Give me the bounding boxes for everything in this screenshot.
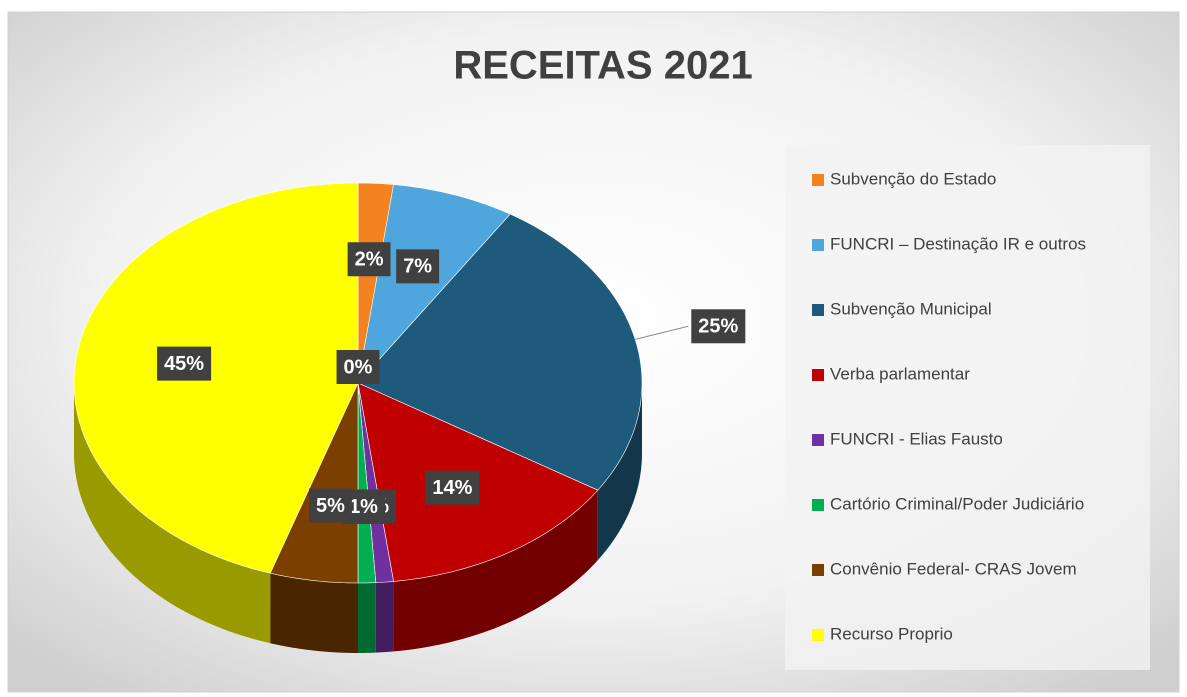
legend-label: Recurso Proprio [830,624,953,643]
legend-swatch [812,564,824,576]
chart-title: RECEITAS 2021 [453,44,752,88]
data-label: 25% [698,316,738,338]
data-label-box [157,346,212,381]
data-label: 45% [164,353,204,375]
legend-swatch [812,434,824,446]
legend-label: Cartório Criminal/Poder Judiciário [830,494,1084,513]
pie-slice-side [358,582,376,653]
legend-swatch [812,174,824,186]
pie-slice-side [375,581,394,653]
data-label: 14% [432,477,472,499]
legend-label: FUNCRI - Elias Fausto [830,429,1003,448]
data-label: 2% [355,249,384,271]
pie-slice [73,182,359,574]
pie-slice-side [270,573,358,653]
data-label-box [309,488,352,523]
data-label-box [425,470,480,505]
pie-slice-side [393,490,598,652]
legend-box [785,145,1150,670]
pie-slice [269,382,359,584]
data-label-box [336,350,380,384]
leader-line [635,325,689,340]
data-label: 1% [349,496,378,518]
legend-swatch [812,369,824,381]
data-label-box [691,309,746,344]
data-label: 0% [344,356,373,378]
data-label-box [347,242,391,277]
data-label: 7% [403,256,432,278]
legend-label: FUNCRI – Destinação IR e outros [830,234,1086,253]
data-label: 5% [316,495,345,517]
legend-label: Subvenção Municipal [830,299,992,318]
legend-label: Convênio Federal- CRAS Jovem [830,559,1077,578]
legend-swatch [812,304,824,316]
data-label-box [396,249,440,284]
pie-slice [357,213,643,491]
legend-label: Verba parlamentar [830,364,970,383]
legend-label: Subvenção do Estado [830,169,996,188]
pie-slice [357,184,511,384]
pie-slice-side [597,383,642,561]
pie-slice-side [74,383,271,644]
legend-swatch [812,629,824,641]
legend-swatch [812,239,824,251]
legend-swatch [812,499,824,511]
